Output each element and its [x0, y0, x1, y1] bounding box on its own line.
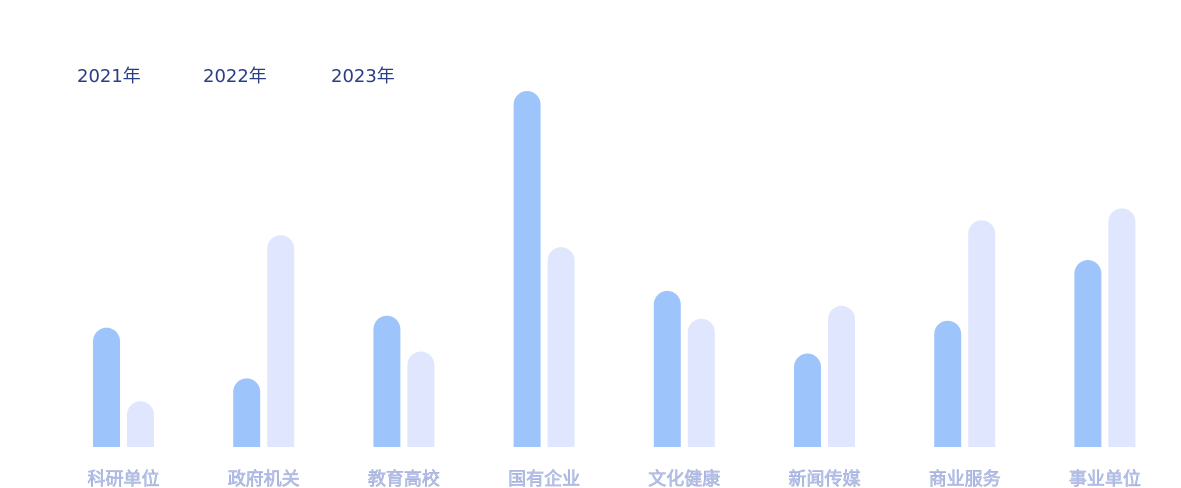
bar-1-series-2 [127, 401, 154, 447]
bar-8-series-1 [1074, 260, 1102, 447]
legend-item-2022: 2022年 [203, 66, 267, 87]
x-tick-label: 政府机关 [228, 469, 300, 488]
x-tick-label: 教育高校 [368, 469, 440, 488]
legend-item-2021: 2021年 [77, 66, 141, 87]
x-tick-label: 文化健康 [648, 469, 720, 488]
bar-5-series-2 [687, 318, 715, 447]
bar-3-series-1 [373, 315, 401, 447]
x-tick-label: 商业服务 [929, 469, 1001, 488]
bar-4-series-1 [513, 90, 541, 447]
x-tick-label: 科研单位 [88, 469, 160, 488]
bar-6-series-2 [828, 305, 855, 447]
bar-2-series-2 [267, 235, 295, 447]
x-tick-label: 国有企业 [508, 469, 580, 488]
bar-1-series-1 [93, 327, 120, 447]
bar-7-series-2 [968, 220, 996, 447]
bar-2-series-1 [233, 378, 261, 447]
bar-8-series-2 [1108, 208, 1136, 447]
bar-6-series-1 [794, 353, 821, 447]
bar-5-series-1 [653, 290, 681, 447]
x-tick-label: 事业单位 [1069, 469, 1141, 488]
bar-7-series-1 [934, 320, 962, 447]
x-tick-label: 新闻传媒 [789, 469, 861, 488]
legend-item-2023: 2023年 [331, 66, 395, 87]
bar-4-series-2 [547, 247, 575, 447]
bar-3-series-2 [407, 351, 435, 447]
